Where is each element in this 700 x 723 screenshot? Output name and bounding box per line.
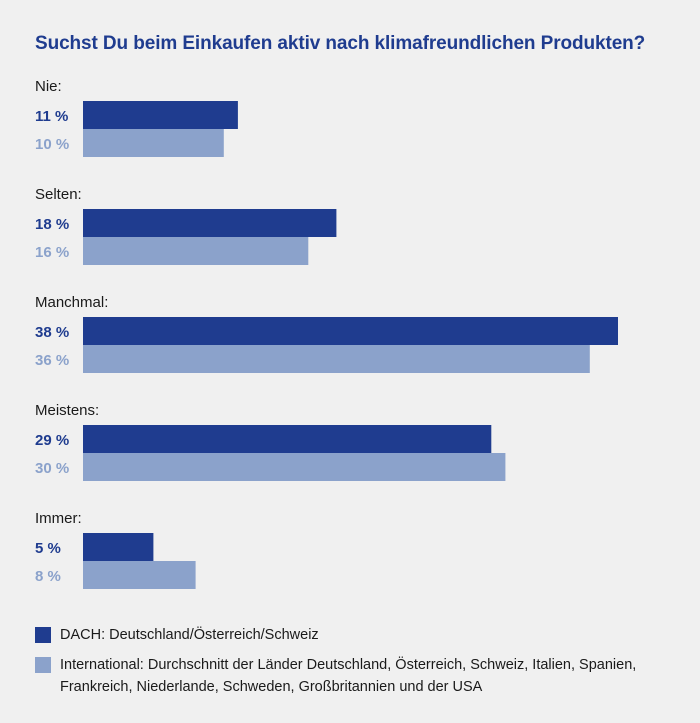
value-label-international: 16 %: [35, 244, 69, 261]
bar-international: [83, 345, 590, 373]
category-label: Nie:: [35, 78, 62, 95]
category-label: Meistens:: [35, 402, 99, 419]
value-label-dach: 5 %: [35, 540, 61, 557]
bar-dach: [83, 209, 337, 237]
value-label-dach: 18 %: [35, 216, 69, 233]
legend-swatch-international: [35, 657, 51, 673]
value-label-dach: 11 %: [35, 108, 68, 125]
value-label-international: 10 %: [35, 136, 69, 153]
value-label-dach: 38 %: [35, 324, 69, 341]
bar-international: [83, 561, 196, 589]
value-label-international: 30 %: [35, 460, 69, 477]
bar-international: [83, 129, 224, 157]
value-label-dach: 29 %: [35, 432, 69, 449]
chart-title: Suchst Du beim Einkaufen aktiv nach klim…: [35, 33, 646, 54]
bar-international: [83, 237, 309, 265]
category-label: Selten:: [35, 186, 82, 203]
legend-label-international: International: Durchschnitt der Länder D…: [60, 657, 637, 695]
value-label-international: 8 %: [35, 568, 61, 585]
bar-international: [83, 453, 506, 481]
value-label-international: 36 %: [35, 352, 69, 369]
bar-dach: [83, 101, 238, 129]
category-label: Immer:: [35, 510, 82, 527]
bar-dach: [83, 533, 154, 561]
category-label: Manchmal:: [35, 294, 108, 311]
bar-dach: [83, 317, 618, 345]
legend-label-dach: DACH: Deutschland/Österreich/Schweiz: [60, 627, 319, 643]
legend-swatch-dach: [35, 627, 51, 643]
bar-dach: [83, 425, 492, 453]
